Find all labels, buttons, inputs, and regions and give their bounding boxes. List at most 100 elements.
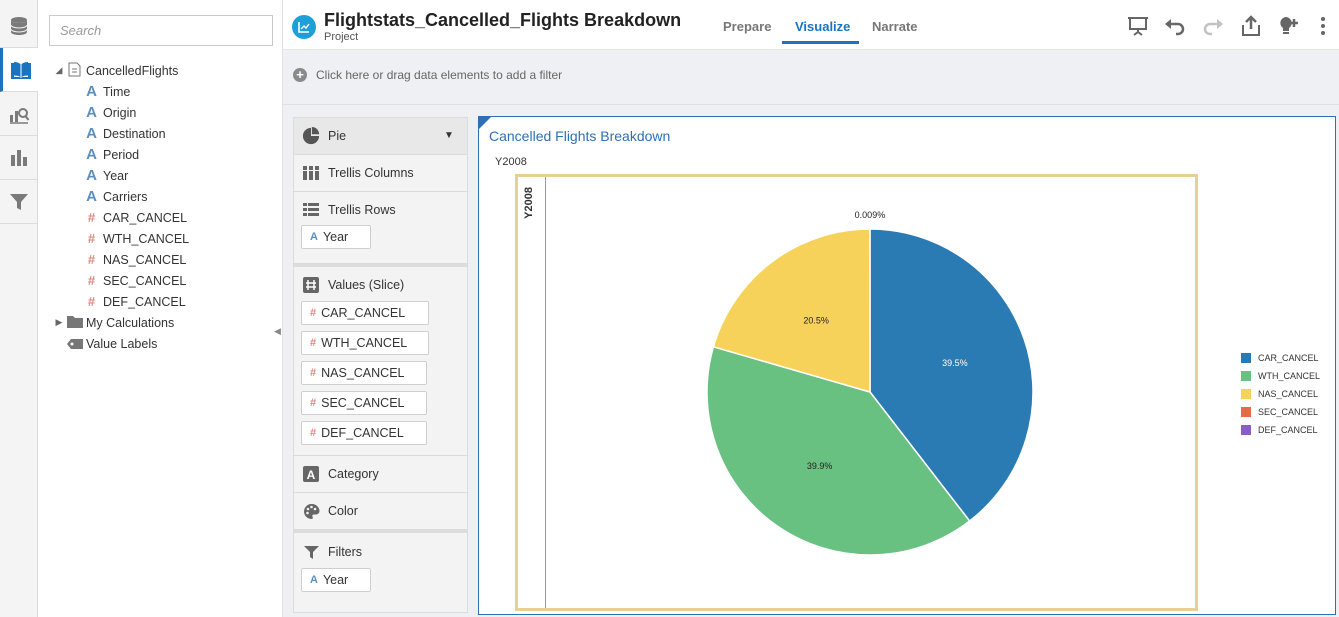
export-button[interactable] [1239,14,1263,38]
chart-type-selector[interactable]: Pie ▼ [294,118,467,155]
color-section[interactable]: Color [294,493,467,530]
tree-item[interactable]: A Origin [84,102,136,123]
svg-text:A: A [307,468,316,482]
pie-slice-car-cancel[interactable] [869,228,1034,523]
active-tab-indicator [782,41,859,44]
pill-label: SEC_CANCEL [321,396,405,410]
project-subtitle: Project [324,31,359,43]
values-pill[interactable]: # NAS_CANCEL [301,361,427,385]
values-pill[interactable]: # SEC_CANCEL [301,391,427,415]
legend-swatch [1241,353,1251,363]
measure-hash-icon: # [87,210,96,225]
open-book-icon [10,61,31,79]
category-head: A Category [302,463,379,485]
pill-label: Year [322,230,349,244]
category-section[interactable]: A Category [294,456,467,493]
presentation-button[interactable] [1126,14,1150,38]
attribute-box-icon: A [302,465,320,483]
trellis-column-header: Y2008 [495,156,527,168]
pie-slice-wth-cancel[interactable] [706,345,971,556]
tree-item[interactable]: A Year [84,165,128,186]
dropdown-caret-icon[interactable]: ▼ [444,130,454,141]
filters-panel-button[interactable] [0,180,38,224]
values-label: Values (Slice) [328,278,405,292]
trellis-columns-section[interactable]: Trellis Columns [294,155,467,192]
tree-item-label: Year [103,168,129,183]
visualizations-button[interactable] [0,136,38,180]
tree-item[interactable]: # DEF_CANCEL [84,291,186,312]
tree-item[interactable]: A Carriers [84,186,147,207]
color-head: Color [302,500,358,522]
filters-pill-year[interactable]: A Year [301,568,371,592]
legend-label: SEC_CANCEL [1258,407,1319,417]
more-menu-button[interactable] [1311,14,1335,38]
filter-bar[interactable]: + Click here or drag data elements to ad… [283,50,1339,105]
trellis-rows-pill-year[interactable]: A Year [301,225,371,249]
palette-icon [302,502,320,520]
legend-swatch [1241,425,1251,435]
undo-button[interactable] [1163,14,1187,38]
pie-data-label: 39.5% [942,358,968,368]
add-insight-button[interactable] [1277,14,1301,38]
tree-item[interactable]: A Destination [84,123,165,144]
values-pill[interactable]: # CAR_CANCEL [301,301,429,325]
chart-magnify-icon [10,107,30,124]
tab-visualize[interactable]: Visualize [795,19,851,34]
legend-item[interactable]: WTH_CANCEL [1241,367,1320,385]
analytics-button[interactable] [0,92,38,136]
values-pill[interactable]: # DEF_CANCEL [301,421,427,445]
measure-hash-icon: # [87,252,96,267]
tree-item-label: WTH_CANCEL [103,231,190,246]
tree-root-label: CancelledFlights [86,63,179,78]
section-divider [294,530,467,533]
measure-hash-icon: # [310,367,317,379]
tree-value-labels[interactable]: Value Labels [67,333,157,354]
tree-item[interactable]: # SEC_CANCEL [84,270,187,291]
legend-item[interactable]: CAR_CANCEL [1241,349,1320,367]
tree-item[interactable]: A Period [84,144,139,165]
trellis-columns-head: Trellis Columns [302,162,414,184]
legend-item[interactable]: DEF_CANCEL [1241,421,1320,439]
hash-box-icon [302,276,320,294]
filter-bar-hint[interactable]: Click here or drag data elements to add … [316,68,563,82]
left-icon-rail [0,0,38,617]
tree-item[interactable]: A Time [84,81,130,102]
measure-hash-icon: # [310,307,317,319]
tab-narrate[interactable]: Narrate [872,19,918,34]
chart-type-label: Pie [328,129,347,143]
data-sources-button[interactable] [0,4,38,48]
chart-legend: CAR_CANCEL WTH_CANCEL NAS_CANCEL SEC_CANCEL… [1241,349,1320,439]
bar-chart-icon [11,149,27,166]
attribute-icon: A [86,83,97,100]
filters-section[interactable]: Filters A Year [294,533,467,612]
attribute-icon: A [86,125,97,142]
chart-title[interactable]: Cancelled Flights Breakdown [489,128,671,144]
trellis-rows-section[interactable]: Trellis Rows A Year [294,192,467,264]
tree-my-calculations[interactable]: ▶ My Calculations [54,312,174,333]
visualization-canvas[interactable]: Cancelled Flights Breakdown Y2008 Y2008 … [478,116,1336,615]
tree-item[interactable]: # WTH_CANCEL [84,228,189,249]
tree-item[interactable]: # CAR_CANCEL [84,207,187,228]
legend-item[interactable]: SEC_CANCEL [1241,403,1320,421]
category-label: Category [328,467,379,481]
add-filter-plus-icon[interactable]: + [293,68,307,82]
share-upload-icon [1242,15,1260,36]
columns-icon [302,164,320,182]
expanded-triangle-icon[interactable]: ◢ [55,65,63,75]
legend-item[interactable]: NAS_CANCEL [1241,385,1320,403]
tree-root-cancelledflights[interactable]: ◢ CancelledFlights [54,60,178,81]
data-elements-button[interactable] [0,48,38,92]
values-slice-section[interactable]: Values (Slice) # CAR_CANCEL # WTH_CANCEL #… [294,267,467,456]
pie-slice-nas-cancel[interactable] [712,228,871,393]
tree-item-label: NAS_CANCEL [103,252,187,267]
values-pill[interactable]: # WTH_CANCEL [301,331,429,355]
project-logo-icon [292,15,316,39]
tab-prepare[interactable]: Prepare [723,19,772,34]
pie-chart[interactable]: 39.5% 39.9% 20.5% 0.009% [479,117,1335,614]
pill-label: WTH_CANCEL [321,336,408,350]
redo-button[interactable] [1201,14,1225,38]
collapse-panel-icon[interactable]: ◀ [274,326,281,336]
collapsed-triangle-icon[interactable]: ▶ [55,317,63,327]
tree-item[interactable]: # NAS_CANCEL [84,249,187,270]
search-input[interactable]: Search [49,15,273,46]
